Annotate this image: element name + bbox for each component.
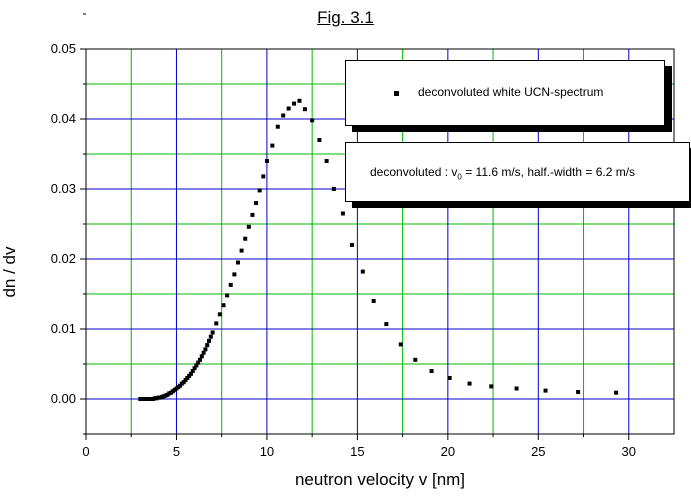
data-point [467, 381, 472, 386]
data-point [310, 118, 315, 123]
data-point [576, 390, 581, 394]
annotation-suffix: = 11.6 m/s, half.-width = 6.2 m/s [461, 165, 636, 179]
fit-annotation: deconvoluted : v0 = 11.6 m/s, half.-widt… [345, 142, 690, 202]
y-tick-label: 0.02 [51, 251, 76, 266]
data-point [239, 248, 244, 253]
data-point [286, 106, 291, 111]
data-point [292, 101, 297, 106]
data-point [207, 338, 212, 343]
data-point [225, 293, 230, 298]
data-point [235, 260, 240, 265]
y-tick-label: 0.01 [51, 321, 76, 336]
data-point [214, 321, 219, 326]
data-point [228, 282, 233, 287]
data-point [349, 243, 354, 247]
data-point [183, 378, 188, 383]
annotation-prefix: deconvoluted : v [370, 165, 458, 179]
data-point [250, 212, 255, 217]
data-point [217, 312, 222, 317]
data-point [543, 388, 548, 393]
data-point [398, 342, 403, 347]
legend: deconvoluted white UCN-spectrum [345, 60, 665, 126]
data-point [181, 380, 186, 385]
data-points [138, 98, 619, 401]
data-point [264, 159, 269, 163]
data-point [199, 354, 204, 359]
data-point [190, 369, 195, 373]
data-point [413, 357, 418, 362]
data-point [302, 107, 307, 112]
data-point [188, 371, 193, 376]
fit-annotation-text: deconvoluted : v0 = 11.6 m/s, half.-widt… [370, 165, 635, 181]
data-point [281, 113, 286, 118]
legend-label: deconvoluted white UCN-spectrum [418, 85, 604, 99]
y-tick-label: 0.03 [51, 181, 76, 196]
data-point [187, 373, 192, 378]
data-point [194, 363, 199, 368]
data-point [261, 174, 266, 179]
y-tick-label: 0.05 [51, 41, 76, 56]
data-point [185, 376, 190, 380]
data-point [196, 360, 201, 365]
y-tick-label: 0.04 [51, 111, 76, 126]
data-point [384, 322, 389, 327]
figure-title: Fig. 3.1 [317, 8, 374, 27]
data-point [178, 383, 183, 388]
data-point [447, 376, 452, 380]
data-point [489, 384, 494, 389]
y-axis-label: dn / dv [0, 246, 19, 298]
data-point [221, 303, 226, 308]
legend-marker [394, 91, 399, 96]
data-point [297, 98, 302, 103]
y-tick-label: 0.00 [51, 391, 76, 406]
data-point [205, 343, 210, 348]
data-point [275, 124, 280, 129]
data-point [232, 272, 237, 277]
data-point [246, 224, 251, 229]
data-point [197, 357, 202, 362]
axis-tick-labels: 0 5 10 15 20 25 30 0.00 0.01 0.02 0.03 0.04 0.05 [51, 41, 636, 459]
data-point [208, 334, 213, 339]
data-point [360, 269, 365, 274]
x-tick-label: 10 [260, 444, 274, 459]
data-point [317, 138, 322, 142]
x-tick-label: 5 [173, 444, 180, 459]
data-point [201, 350, 206, 355]
x-tick-label: 25 [531, 444, 545, 459]
data-point [203, 347, 208, 352]
annotation-subscript: 0 [457, 172, 462, 182]
data-point [324, 159, 329, 163]
data-point [243, 236, 248, 241]
axis-ticks [80, 13, 630, 440]
data-point [429, 369, 434, 373]
x-axis-label: neutron velocity v [nm] [294, 470, 466, 489]
x-tick-label: 20 [441, 444, 455, 459]
data-point [331, 187, 336, 191]
data-point [254, 201, 259, 205]
x-tick-label: 0 [82, 444, 89, 459]
data-point [257, 188, 262, 193]
data-point [340, 211, 345, 216]
data-point [514, 386, 519, 391]
x-tick-label: 30 [622, 444, 636, 459]
data-point [371, 299, 376, 303]
data-point [192, 366, 197, 371]
x-tick-label: 15 [350, 444, 364, 459]
plot-frame [85, 48, 675, 435]
data-point [210, 330, 215, 335]
data-point [614, 390, 619, 395]
data-point [270, 143, 275, 148]
